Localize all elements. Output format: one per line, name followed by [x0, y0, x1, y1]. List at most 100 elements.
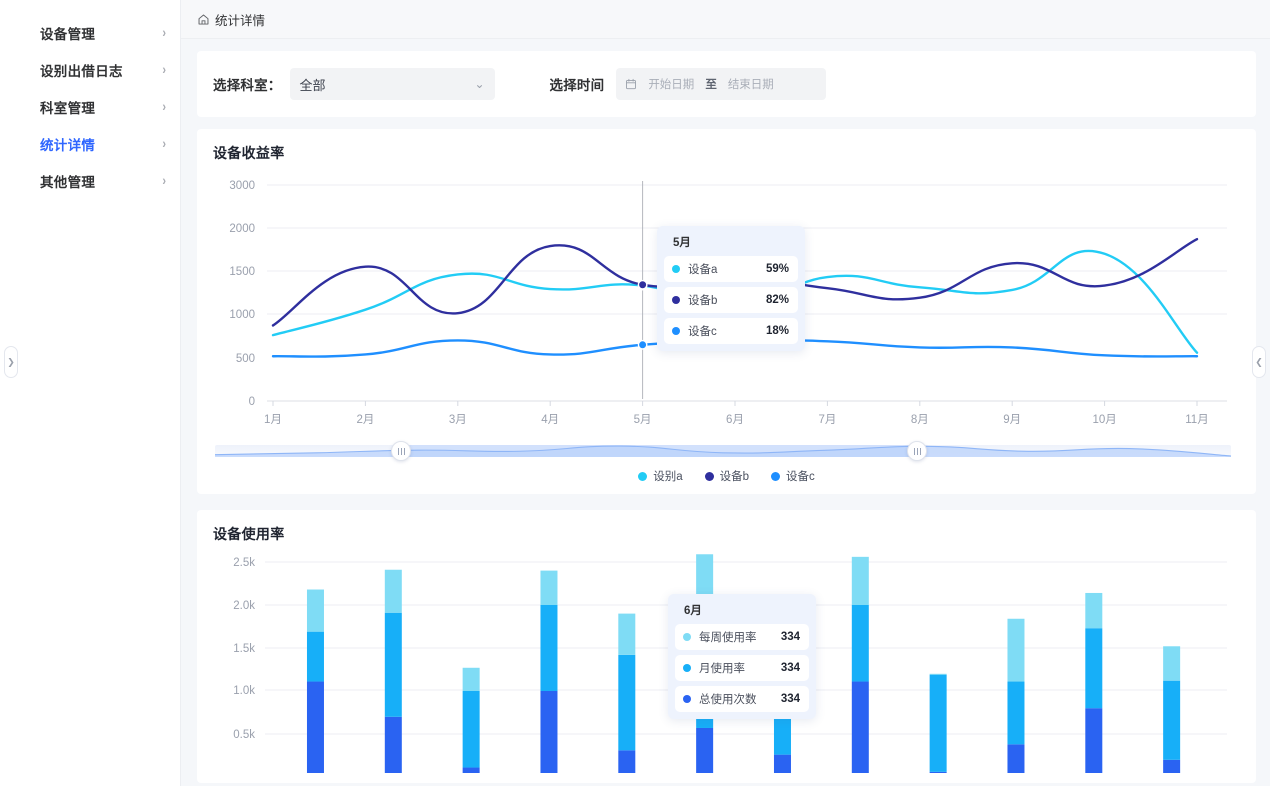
breadcrumb: 统计详情: [181, 0, 1270, 39]
tooltip-series-value: 18%: [765, 325, 789, 337]
svg-text:6月: 6月: [726, 414, 744, 426]
sidebar-item-other-management[interactable]: 其他管理 ›: [0, 162, 180, 199]
datazoom-slider[interactable]: [213, 441, 1240, 461]
date-range-picker[interactable]: 开始日期 至 结束日期: [616, 68, 827, 100]
department-select[interactable]: 全部 ⌄: [289, 68, 495, 100]
revenue-rate-line-chart[interactable]: 3000 2000 1500 1000 500 0 1月 2月 3月 4月 5月 6月 7月 8月 9月 10…: [213, 167, 1237, 435]
legend-color-dot: [704, 471, 714, 481]
legend-item-device-a[interactable]: 设别a: [638, 468, 683, 484]
svg-text:2.0k: 2.0k: [233, 600, 255, 612]
series-color-dot: [672, 296, 680, 304]
sidebar-item-label: 设备管理: [40, 26, 96, 42]
sidebar: 设备管理 › 设别出借日志 › 科室管理 › 统计详情 › 其他管理 ›: [0, 0, 181, 786]
revenue-rate-tooltip: 5月 设备a 59% 设备b 82% 设备c 18%: [657, 226, 805, 351]
chevron-down-icon: ⌄: [474, 77, 485, 91]
chevron-right-icon: ›: [162, 62, 166, 77]
svg-text:1.0k: 1.0k: [233, 685, 255, 697]
series-color-dot: [672, 265, 680, 273]
chevron-left-icon: ❮: [1255, 356, 1263, 367]
tooltip-series-name: 月使用率: [699, 663, 745, 675]
legend-label: 设备b: [719, 471, 750, 483]
datazoom-track[interactable]: [213, 441, 1237, 461]
tooltip-series-name: 每周使用率: [699, 632, 757, 644]
tooltip-series-value: 82%: [765, 294, 789, 306]
department-select-value: 全部: [299, 77, 326, 93]
chevron-right-icon: ›: [162, 25, 166, 40]
filter-bar: 选择科室： 全部 ⌄ 选择时间 开始日期 至 结束日期: [197, 51, 1256, 117]
svg-text:11月: 11月: [1185, 414, 1208, 426]
tooltip-series-value: 334: [780, 631, 800, 643]
tooltip-row: 月使用率 334: [675, 655, 809, 681]
legend-label: 设别a: [653, 471, 683, 483]
svg-text:2.5k: 2.5k: [233, 557, 255, 569]
sidebar-item-label: 科室管理: [40, 100, 96, 116]
tooltip-series-name: 设备c: [688, 326, 717, 338]
tooltip-series-name: 设备b: [688, 295, 718, 307]
chevron-right-icon: ›: [162, 173, 166, 188]
revenue-rate-chart-host: 3000 2000 1500 1000 500 0 1月 2月 3月 4月 5月 6月 7月 8月 9月 10…: [213, 167, 1240, 435]
tooltip-series-value: 334: [780, 693, 800, 705]
calendar-icon: [626, 78, 637, 90]
breadcrumb-text: 统计详情: [215, 13, 266, 28]
home-icon: [198, 13, 209, 25]
main-content: 统计详情 选择科室： 全部 ⌄ 选择时间 开始日期 至 结束日期: [181, 0, 1270, 786]
legend-label: 设备c: [786, 471, 815, 483]
svg-text:0.5k: 0.5k: [233, 729, 255, 741]
legend-color-dot: [638, 471, 648, 481]
panel-collapse-handle[interactable]: ❮: [1252, 346, 1266, 378]
usage-rate-tooltip: 6月 每周使用率 334 月使用率 334 总使用次数 334: [668, 594, 816, 719]
tooltip-title: 5月: [673, 237, 691, 249]
tooltip-row: 设备b 82%: [664, 287, 798, 313]
sidebar-item-department-management[interactable]: 科室管理 ›: [0, 88, 180, 125]
series-color-dot: [683, 633, 691, 641]
svg-text:7月: 7月: [818, 414, 836, 426]
svg-text:3000: 3000: [229, 180, 255, 192]
svg-text:3月: 3月: [449, 414, 467, 426]
sidebar-item-loan-log[interactable]: 设别出借日志 ›: [0, 51, 180, 88]
sidebar-item-label: 设别出借日志: [40, 63, 123, 79]
tooltip-series-value: 334: [780, 662, 800, 674]
datazoom-handle-left[interactable]: [391, 441, 411, 461]
legend-item-device-b[interactable]: 设备b: [704, 468, 750, 484]
svg-text:4月: 4月: [541, 414, 559, 426]
tooltip-title: 6月: [684, 605, 702, 617]
tooltip-row: 设备c 18%: [664, 318, 798, 344]
sidebar-item-label: 其他管理: [40, 174, 96, 190]
legend-color-dot: [771, 471, 781, 481]
tooltip-series-name: 总使用次数: [699, 694, 757, 706]
tooltip-row: 总使用次数 334: [675, 686, 809, 712]
svg-text:2000: 2000: [229, 223, 255, 235]
series-color-dot: [672, 327, 680, 335]
legend-item-device-c[interactable]: 设备c: [771, 468, 815, 484]
usage-rate-chart-host: 2.5k 2.0k 1.5k 1.0k 0.5k 6月 每周使用率 334 月使用率 3…: [213, 548, 1240, 773]
svg-text:2月: 2月: [356, 414, 374, 426]
series-color-dot: [683, 695, 691, 703]
sidebar-collapse-handle[interactable]: ❯: [4, 346, 18, 378]
sidebar-item-equipment-management[interactable]: 设备管理 ›: [0, 14, 180, 51]
department-label: 选择科室：: [213, 78, 282, 93]
svg-text:10月: 10月: [1092, 414, 1116, 426]
usage-rate-chart-card: 设备使用率 2.5k 2.0k 1.5k 1.0k 0.5k 6月 每周使用率 334 …: [197, 510, 1256, 783]
datazoom-handle-right[interactable]: [907, 441, 927, 461]
svg-text:1月: 1月: [264, 414, 282, 426]
svg-text:5月: 5月: [634, 414, 652, 426]
start-date-input[interactable]: 开始日期: [648, 79, 695, 91]
svg-text:500: 500: [236, 353, 255, 365]
tooltip-row: 每周使用率 334: [675, 624, 809, 650]
date-range-separator: 至: [705, 79, 717, 91]
revenue-rate-chart-title: 设备收益率: [213, 145, 285, 161]
tooltip-series-name: 设备a: [688, 264, 718, 276]
series-color-dot: [683, 664, 691, 672]
chevron-right-icon: ❯: [7, 356, 15, 367]
svg-text:1500: 1500: [229, 266, 255, 278]
svg-text:1.5k: 1.5k: [233, 643, 255, 655]
revenue-rate-legend: 设别a 设备b 设备c: [213, 468, 1240, 484]
tooltip-row: 设备a 59%: [664, 256, 798, 282]
revenue-rate-chart-card: 设备收益率 3000 2000 1500 1000 500 0 1月 2月 3月 4月 5月 6月 7月…: [197, 129, 1256, 494]
svg-text:8月: 8月: [911, 414, 929, 426]
end-date-input[interactable]: 结束日期: [727, 79, 774, 91]
chevron-right-icon: ›: [162, 99, 166, 114]
svg-text:0: 0: [249, 396, 255, 408]
sidebar-item-statistics-detail[interactable]: 统计详情 ›: [0, 125, 180, 162]
